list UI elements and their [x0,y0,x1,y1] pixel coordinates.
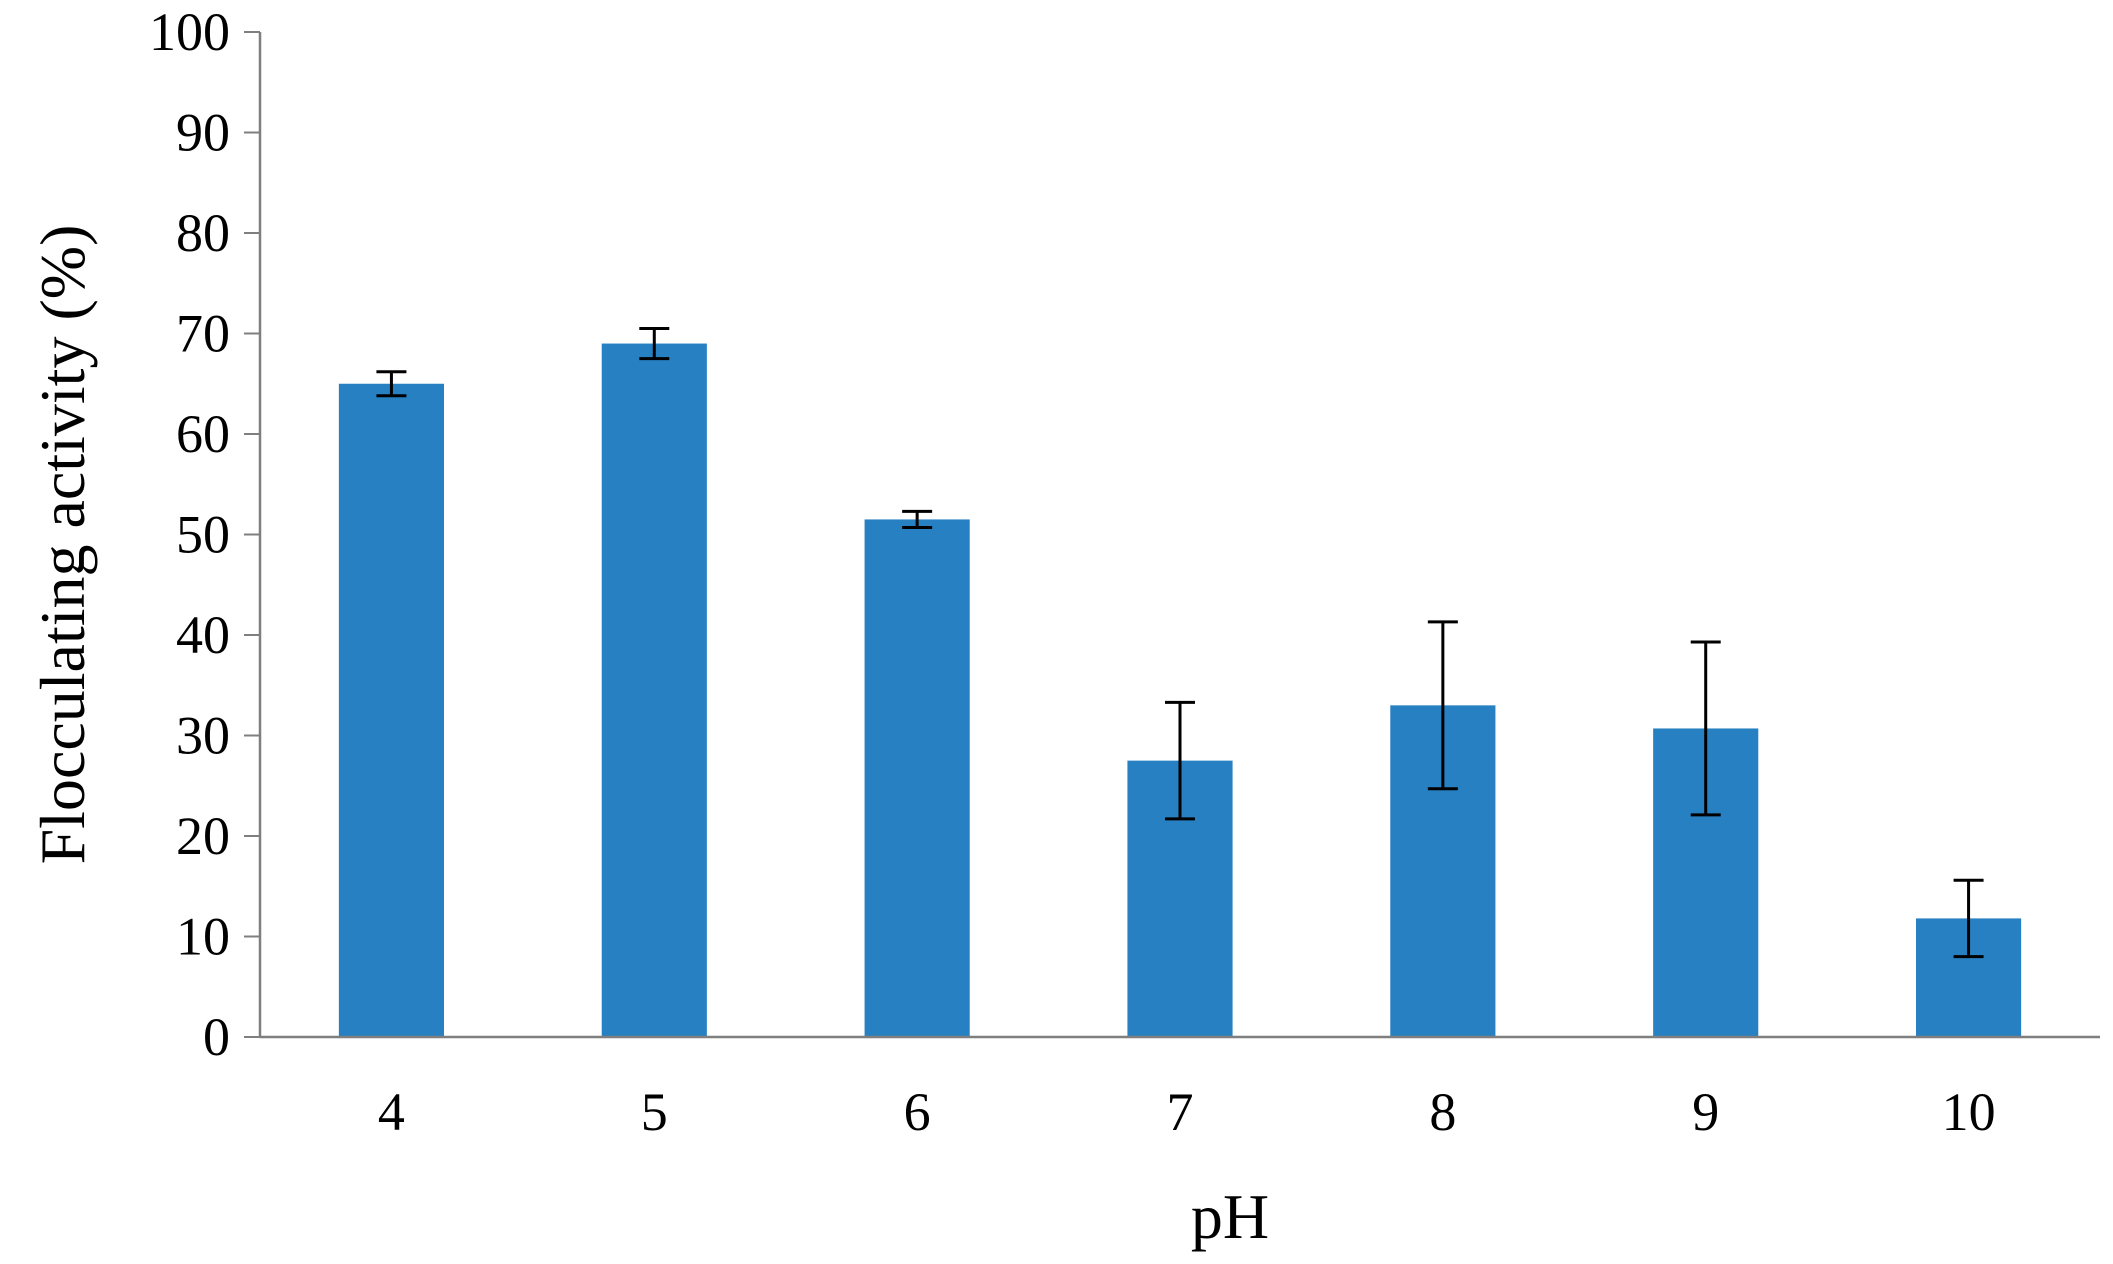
y-tick-label: 90 [176,103,230,163]
y-tick-label: 30 [176,706,230,766]
x-tick-label: 4 [378,1082,405,1142]
x-tick-label: 5 [641,1082,668,1142]
y-tick-label: 0 [203,1007,230,1067]
error-bars [376,326,1984,959]
x-tick-label: 9 [1692,1082,1719,1142]
y-tick-label: 80 [176,203,230,263]
x-tick-label: 10 [1942,1082,1996,1142]
y-tick-label: 40 [176,605,230,665]
y-tick-label: 60 [176,404,230,464]
y-axis-ticks: 0 10 20 30 40 50 60 70 80 90 100 [149,2,260,1067]
bar-6 [864,519,970,1037]
bars [338,343,2022,1037]
bar-4 [338,383,444,1037]
y-axis-title: Flocculating activity (%) [27,225,98,865]
y-tick-label: 100 [149,2,230,62]
x-tick-label: 8 [1429,1082,1456,1142]
x-tick-label: 6 [904,1082,931,1142]
y-tick-label: 10 [176,907,230,967]
y-tick-label: 50 [176,505,230,565]
axes [258,32,2100,1039]
bar-5 [601,343,707,1037]
y-tick-label: 20 [176,806,230,866]
y-tick-label: 70 [176,304,230,364]
x-axis-title: pH [1191,1181,1269,1252]
x-axis-ticks: 4 5 6 7 8 9 10 [378,1082,1996,1142]
x-tick-label: 7 [1167,1082,1194,1142]
